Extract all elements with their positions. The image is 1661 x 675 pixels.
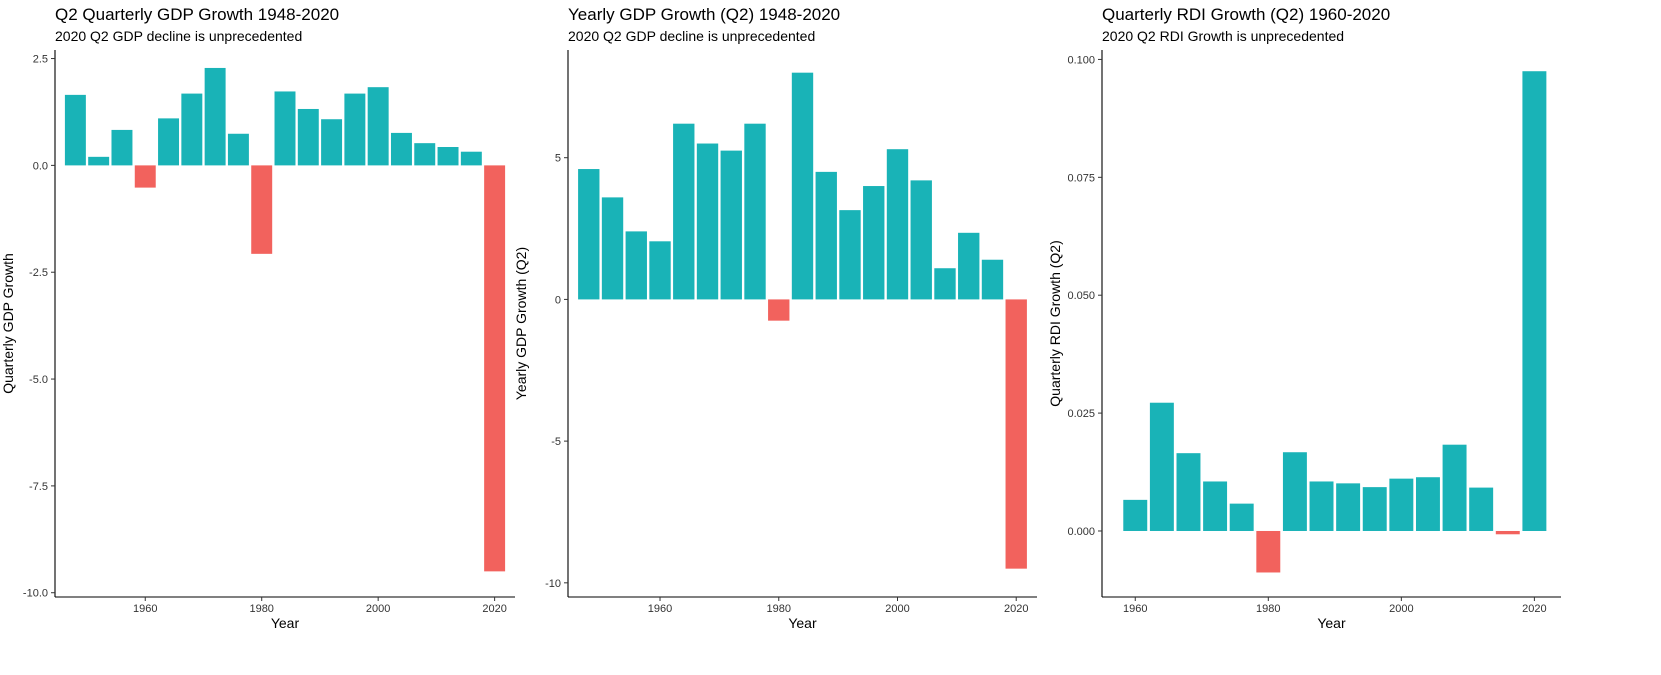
bar-1968 bbox=[181, 93, 203, 166]
chart-title: Yearly GDP Growth (Q2) 1948-2020 bbox=[568, 5, 841, 24]
bar-1988 bbox=[1309, 481, 1334, 531]
bar-2020 bbox=[1005, 299, 1027, 569]
chart-title: Q2 Quarterly GDP Growth 1948-2020 bbox=[55, 5, 340, 24]
bar-2004 bbox=[390, 132, 412, 166]
x-axis-label: Year bbox=[1317, 615, 1346, 631]
y-tick-label: 0.025 bbox=[1067, 408, 1095, 420]
x-tick-label: 1960 bbox=[1123, 603, 1147, 615]
y-tick-label: 0.000 bbox=[1067, 526, 1095, 538]
x-tick-label: 1960 bbox=[648, 603, 672, 615]
bar-1992 bbox=[321, 119, 343, 166]
chart-subtitle: 2020 Q2 GDP decline is unprecedented bbox=[568, 28, 816, 44]
y-axis-label: Quarterly RDI Growth (Q2) bbox=[1047, 240, 1063, 406]
y-tick-label: 0.050 bbox=[1067, 290, 1095, 302]
bar-1968 bbox=[1176, 453, 1201, 531]
bar-1992 bbox=[1336, 483, 1361, 531]
bar-chart-quarterly-gdp: 1960 1980 2000 2020 2.5 0.0 -2.5 -5.0 -7.5 -10.0 Y… bbox=[0, 50, 515, 631]
y-axis-label: Yearly GDP Growth (Q2) bbox=[513, 247, 529, 400]
chart-subtitle: 2020 Q2 GDP decline is unprecedented bbox=[55, 28, 303, 44]
bar-1952 bbox=[88, 156, 110, 166]
bar-1964 bbox=[1149, 402, 1174, 531]
bar-1984 bbox=[1282, 452, 1307, 531]
x-tick-label: 2000 bbox=[366, 603, 390, 615]
bar-1976 bbox=[744, 123, 766, 300]
x-tick-label: 1980 bbox=[1256, 603, 1280, 615]
bar-2012 bbox=[958, 232, 980, 300]
bar-1972 bbox=[720, 150, 742, 300]
bar-1948 bbox=[64, 94, 86, 166]
bar-2004 bbox=[1415, 477, 1440, 531]
bar-1988 bbox=[297, 108, 319, 166]
y-tick-label: -5.0 bbox=[29, 374, 48, 386]
bar-1960 bbox=[1123, 499, 1148, 531]
y-tick-label: -10.0 bbox=[23, 588, 48, 600]
bar-1952 bbox=[601, 197, 624, 300]
bar-2012 bbox=[437, 147, 459, 166]
y-tick-label: -7.5 bbox=[29, 481, 48, 493]
bar-1980 bbox=[768, 299, 790, 321]
bar-1992 bbox=[839, 210, 861, 300]
bar-1980 bbox=[1256, 530, 1281, 573]
y-axis-label: Quarterly GDP Growth bbox=[0, 253, 16, 394]
bar-2020 bbox=[1522, 71, 1547, 531]
bar-1968 bbox=[696, 143, 719, 300]
chart-panel-quarterly-rdi: Quarterly RDI Growth (Q2) 1960-2020 2020… bbox=[1047, 0, 1643, 675]
bar-2000 bbox=[886, 149, 909, 300]
y-tick-label: -10 bbox=[545, 578, 561, 590]
bar-1964 bbox=[158, 118, 180, 166]
chart-panel-yearly-gdp: Yearly GDP Growth (Q2) 1948-2020 2020 Q2… bbox=[513, 0, 1106, 675]
x-tick-label: 2020 bbox=[1522, 603, 1546, 615]
bar-1980 bbox=[251, 165, 273, 254]
bar-1996 bbox=[344, 93, 366, 166]
y-tick-label: -5 bbox=[551, 436, 561, 448]
x-tick-label: 2000 bbox=[1389, 603, 1413, 615]
bar-2000 bbox=[367, 87, 389, 166]
y-tick-label: 0 bbox=[555, 294, 561, 306]
bar-chart-quarterly-rdi: 1960 1980 2000 2020 0.100 0.075 0.050 0.025 0.00… bbox=[1047, 50, 1561, 631]
y-tick-label: 0.100 bbox=[1067, 54, 1095, 66]
bar-1960 bbox=[649, 241, 671, 300]
x-axis-label: Year bbox=[788, 615, 817, 631]
x-tick-label: 1980 bbox=[249, 603, 273, 615]
bar-2004 bbox=[910, 180, 932, 300]
bar-1976 bbox=[227, 133, 249, 166]
bar-2000 bbox=[1389, 478, 1414, 531]
y-tick-label: 0.0 bbox=[33, 160, 48, 172]
bar-2008 bbox=[414, 143, 436, 166]
bar-1956 bbox=[111, 129, 133, 166]
bar-1976 bbox=[1229, 503, 1254, 531]
x-tick-label: 1960 bbox=[133, 603, 157, 615]
x-tick-label: 2000 bbox=[885, 603, 909, 615]
bar-1984 bbox=[274, 91, 296, 166]
chart-title: Quarterly RDI Growth (Q2) 1960-2020 bbox=[1102, 5, 1391, 24]
bar-2016 bbox=[1495, 530, 1520, 535]
bar-1988 bbox=[815, 171, 837, 300]
y-tick-label: 0.075 bbox=[1067, 172, 1095, 184]
bar-2012 bbox=[1469, 487, 1494, 531]
chart-subtitle: 2020 Q2 RDI Growth is unprecedented bbox=[1102, 28, 1345, 44]
bar-1996 bbox=[863, 186, 885, 300]
bar-2016 bbox=[460, 151, 482, 166]
bar-1960 bbox=[134, 165, 156, 188]
x-axis-label: Year bbox=[271, 615, 300, 631]
chart-panel-quarterly-gdp: Q2 Quarterly GDP Growth 1948-2020 2020 Q… bbox=[0, 0, 553, 675]
bar-1972 bbox=[204, 67, 226, 166]
x-tick-label: 1980 bbox=[767, 603, 791, 615]
bar-1948 bbox=[578, 169, 600, 300]
x-tick-label: 2020 bbox=[1004, 603, 1028, 615]
bar-chart-yearly-gdp: 1960 1980 2000 2020 5 0 -5 -10 Year Yearly GDP Gr… bbox=[513, 50, 1037, 631]
y-tick-label: 5 bbox=[555, 153, 561, 165]
bar-2008 bbox=[1442, 444, 1467, 531]
bar-1964 bbox=[673, 123, 695, 300]
bar-2008 bbox=[934, 268, 956, 300]
bar-1984 bbox=[791, 72, 814, 300]
bar-2016 bbox=[981, 259, 1004, 300]
bar-2020 bbox=[484, 165, 506, 572]
bar-1996 bbox=[1362, 487, 1387, 531]
bar-1956 bbox=[625, 231, 647, 300]
bar-1972 bbox=[1203, 481, 1228, 531]
y-tick-label: -2.5 bbox=[29, 267, 48, 279]
y-tick-label: 2.5 bbox=[33, 54, 48, 66]
x-tick-label: 2020 bbox=[482, 603, 506, 615]
